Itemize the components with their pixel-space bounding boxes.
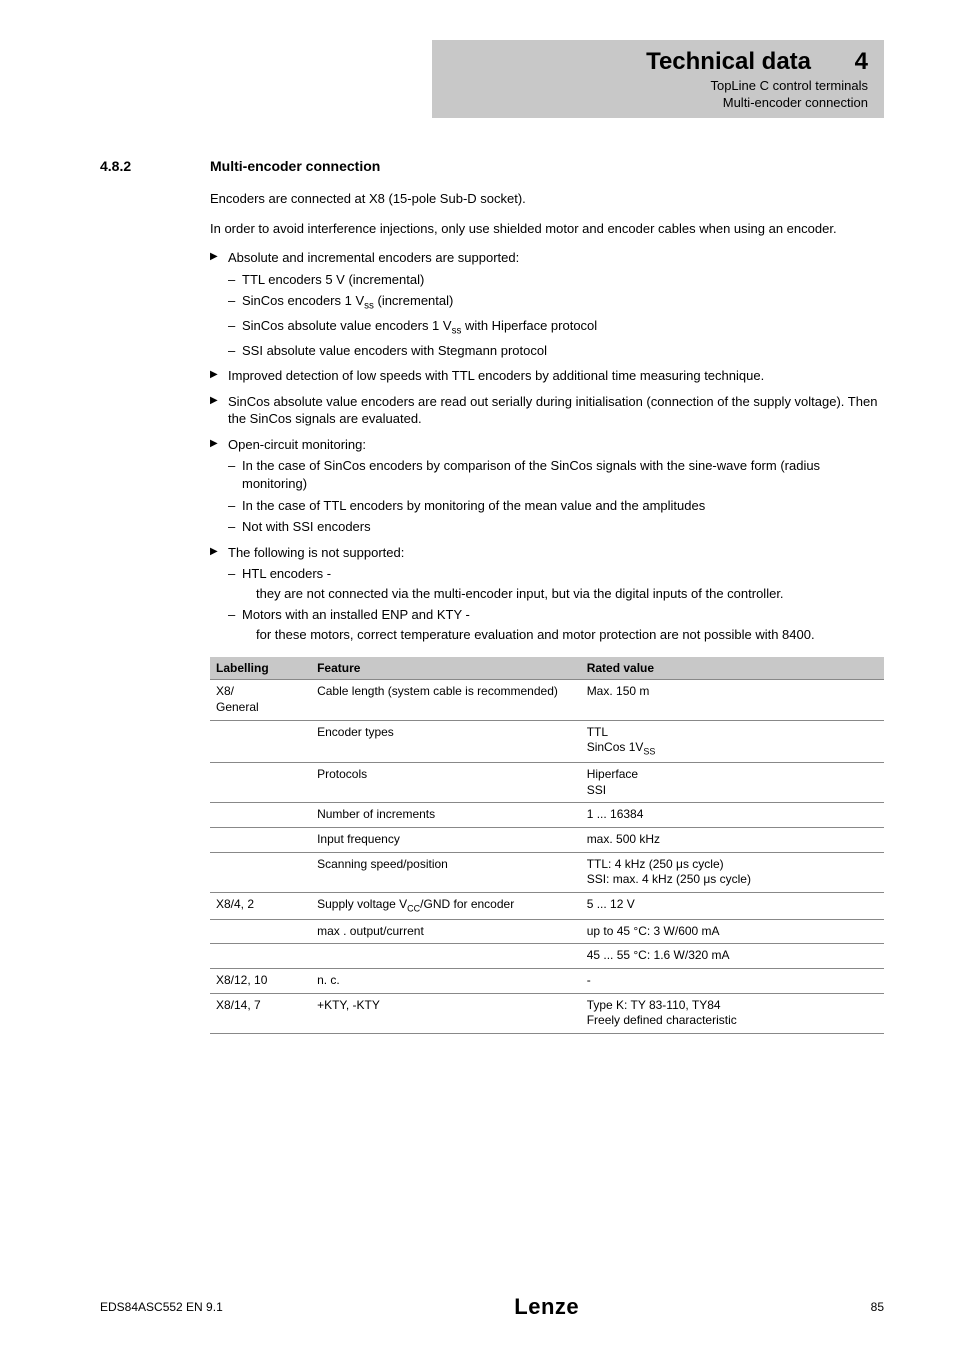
table-cell-feature: Encoder types bbox=[311, 720, 581, 763]
table-header-labelling: Labelling bbox=[210, 657, 311, 680]
bullet-4-sub-1: In the case of SinCos encoders by compar… bbox=[228, 457, 884, 492]
table-cell-feature: Number of increments bbox=[311, 803, 581, 828]
intro-paragraph-2: In order to avoid interference injection… bbox=[210, 220, 884, 238]
table-cell-value: HiperfaceSSI bbox=[581, 763, 884, 803]
section-number: 4.8.2 bbox=[100, 158, 210, 174]
footer-logo: Lenze bbox=[514, 1294, 579, 1320]
header-gray-box: Technical data 4 TopLine C control termi… bbox=[432, 40, 884, 118]
bullet-4-sublist: In the case of SinCos encoders by compar… bbox=[228, 457, 884, 535]
bullet-4-sub-3: Not with SSI encoders bbox=[228, 518, 884, 536]
table-cell-label bbox=[210, 919, 311, 944]
bullet-3: SinCos absolute value encoders are read … bbox=[210, 393, 884, 428]
bullet-1-text: Absolute and incremental encoders are su… bbox=[228, 250, 519, 265]
table-cell-feature: Input frequency bbox=[311, 827, 581, 852]
table-header-feature: Feature bbox=[311, 657, 581, 680]
table-row: X8/12, 10n. c.- bbox=[210, 969, 884, 994]
table-cell-value: max. 500 kHz bbox=[581, 827, 884, 852]
footer-left: EDS84ASC552 EN 9.1 bbox=[100, 1300, 223, 1314]
bullet-5-sub-1-detail: they are not connected via the multi-enc… bbox=[256, 585, 884, 603]
header-subtitle-1: TopLine C control terminals bbox=[448, 78, 868, 93]
table-cell-label bbox=[210, 827, 311, 852]
table-cell-value: TTLSinCos 1VSS bbox=[581, 720, 884, 763]
table-cell-value: TTL: 4 kHz (250 μs cycle)SSI: max. 4 kHz… bbox=[581, 852, 884, 892]
table-row: max . output/currentup to 45 °C: 3 W/600… bbox=[210, 919, 884, 944]
bullet-1-sublist: TTL encoders 5 V (incremental) SinCos en… bbox=[228, 271, 884, 360]
table-cell-label bbox=[210, 852, 311, 892]
subscript-ss: ss bbox=[452, 326, 462, 337]
table-cell-label bbox=[210, 720, 311, 763]
table-cell-feature: Cable length (system cable is recommende… bbox=[311, 680, 581, 720]
table-cell-feature: Supply voltage VCC/GND for encoder bbox=[311, 892, 581, 919]
table-cell-label: X8/4, 2 bbox=[210, 892, 311, 919]
table-row: ProtocolsHiperfaceSSI bbox=[210, 763, 884, 803]
bullet-list: Absolute and incremental encoders are su… bbox=[210, 249, 884, 643]
bullet-5-sub-2: Motors with an installed ENP and KTY - f… bbox=[228, 606, 884, 643]
bullet-5: The following is not supported: HTL enco… bbox=[210, 544, 884, 644]
footer-page-number: 85 bbox=[871, 1300, 884, 1314]
table-cell-value: Max. 150 m bbox=[581, 680, 884, 720]
bullet-5-sub-1: HTL encoders - they are not connected vi… bbox=[228, 565, 884, 602]
table-cell-label bbox=[210, 763, 311, 803]
table-cell-label bbox=[210, 944, 311, 969]
table-row: X8/14, 7+KTY, -KTYType K: TY 83-110, TY8… bbox=[210, 993, 884, 1033]
table-cell-value: Type K: TY 83-110, TY84Freely defined ch… bbox=[581, 993, 884, 1033]
spec-table: Labelling Feature Rated value X8/ Genera… bbox=[210, 657, 884, 1033]
table-cell-label: X8/14, 7 bbox=[210, 993, 311, 1033]
bullet-1-sub-2: SinCos encoders 1 Vss (incremental) bbox=[228, 292, 884, 313]
table-header-rated-value: Rated value bbox=[581, 657, 884, 680]
table-cell-label: X8/12, 10 bbox=[210, 969, 311, 994]
table-header-row: Labelling Feature Rated value bbox=[210, 657, 884, 680]
bullet-1-sub-3: SinCos absolute value encoders 1 Vss wit… bbox=[228, 317, 884, 338]
bullet-1: Absolute and incremental encoders are su… bbox=[210, 249, 884, 359]
bullet-1-sub-4: SSI absolute value encoders with Stegman… bbox=[228, 342, 884, 360]
table-cell-feature: max . output/current bbox=[311, 919, 581, 944]
table-cell-value: up to 45 °C: 3 W/600 mA bbox=[581, 919, 884, 944]
table-cell-feature: +KTY, -KTY bbox=[311, 993, 581, 1033]
table-cell-value: 45 ... 55 °C: 1.6 W/320 mA bbox=[581, 944, 884, 969]
section-title: Multi-encoder connection bbox=[210, 158, 380, 174]
table-row: Input frequencymax. 500 kHz bbox=[210, 827, 884, 852]
page-header: Technical data 4 TopLine C control termi… bbox=[100, 40, 884, 118]
bullet-5-sublist: HTL encoders - they are not connected vi… bbox=[228, 565, 884, 643]
header-chapter-number: 4 bbox=[855, 48, 868, 76]
table-cell-feature bbox=[311, 944, 581, 969]
body-content: Encoders are connected at X8 (15-pole Su… bbox=[210, 190, 884, 1034]
table-cell-feature: Protocols bbox=[311, 763, 581, 803]
subscript-ss: ss bbox=[364, 301, 374, 312]
header-title: Technical data bbox=[646, 48, 811, 76]
table-row: Number of increments1 ... 16384 bbox=[210, 803, 884, 828]
bullet-1-sub-1: TTL encoders 5 V (incremental) bbox=[228, 271, 884, 289]
bullet-4: Open-circuit monitoring: In the case of … bbox=[210, 436, 884, 536]
intro-paragraph-1: Encoders are connected at X8 (15-pole Su… bbox=[210, 190, 884, 208]
table-cell-label bbox=[210, 803, 311, 828]
table-cell-value: 5 ... 12 V bbox=[581, 892, 884, 919]
bullet-5-sub-2-detail: for these motors, correct temperature ev… bbox=[256, 626, 884, 644]
table-row: X8/ GeneralCable length (system cable is… bbox=[210, 680, 884, 720]
bullet-4-sub-2: In the case of TTL encoders by monitorin… bbox=[228, 497, 884, 515]
table-cell-value: 1 ... 16384 bbox=[581, 803, 884, 828]
header-subtitle-2: Multi-encoder connection bbox=[448, 95, 868, 110]
section-heading-row: 4.8.2 Multi-encoder connection bbox=[100, 158, 884, 174]
table-row: 45 ... 55 °C: 1.6 W/320 mA bbox=[210, 944, 884, 969]
bullet-4-text: Open-circuit monitoring: bbox=[228, 437, 366, 452]
table-body: X8/ GeneralCable length (system cable is… bbox=[210, 680, 884, 1033]
bullet-2: Improved detection of low speeds with TT… bbox=[210, 367, 884, 385]
table-row: Encoder typesTTLSinCos 1VSS bbox=[210, 720, 884, 763]
table-cell-label: X8/ General bbox=[210, 680, 311, 720]
table-row: Scanning speed/positionTTL: 4 kHz (250 μ… bbox=[210, 852, 884, 892]
page-footer: EDS84ASC552 EN 9.1 Lenze 85 bbox=[100, 1294, 884, 1320]
table-cell-feature: n. c. bbox=[311, 969, 581, 994]
table-cell-value: - bbox=[581, 969, 884, 994]
table-row: X8/4, 2Supply voltage VCC/GND for encode… bbox=[210, 892, 884, 919]
bullet-5-text: The following is not supported: bbox=[228, 545, 404, 560]
table-cell-feature: Scanning speed/position bbox=[311, 852, 581, 892]
